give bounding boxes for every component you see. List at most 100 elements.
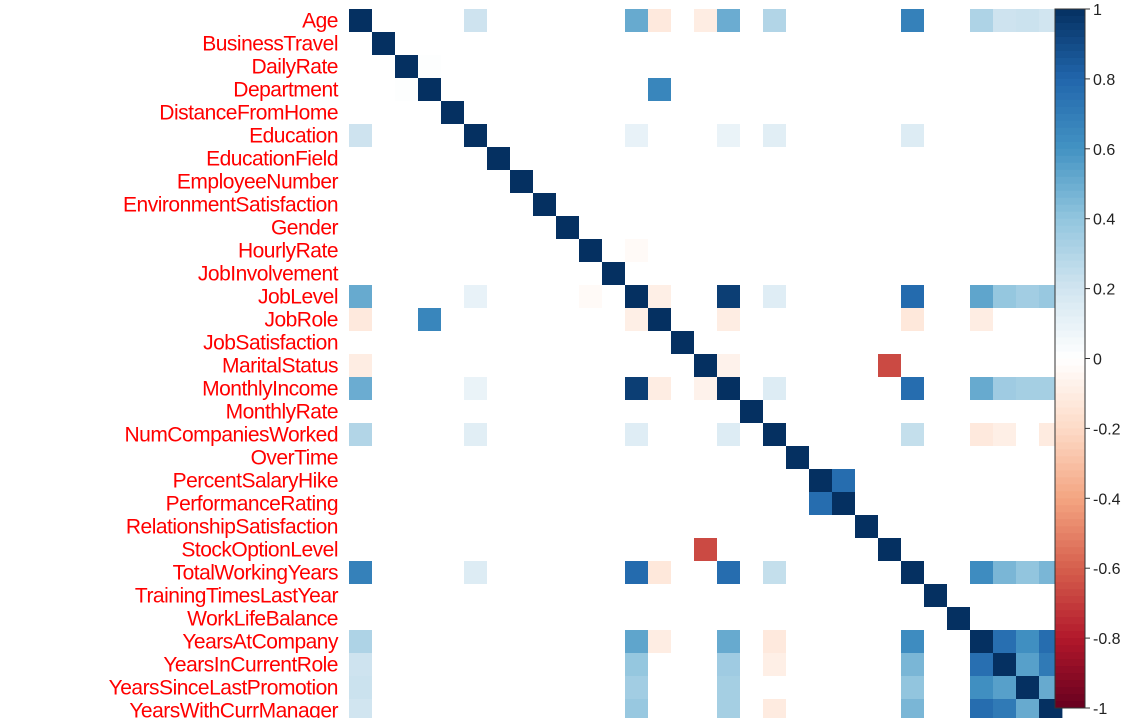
heatmap-cell xyxy=(878,446,902,470)
heatmap-cell xyxy=(786,285,810,309)
row-label: TotalWorkingYears xyxy=(173,562,338,585)
heatmap-cell xyxy=(786,331,810,355)
heatmap-cell xyxy=(832,9,856,33)
heatmap-cell xyxy=(901,308,925,332)
colorbar-segment xyxy=(1055,57,1085,66)
colorbar xyxy=(1054,8,1086,709)
heatmap-cell xyxy=(901,653,925,677)
row-label: YearsInCurrentRole xyxy=(163,654,338,677)
colorbar-segment xyxy=(1055,253,1085,262)
heatmap-cell xyxy=(1016,699,1040,718)
row-label: JobInvolvement xyxy=(198,263,339,286)
heatmap-cell xyxy=(441,331,465,355)
heatmap-cell xyxy=(556,423,580,447)
heatmap-cell xyxy=(809,239,833,263)
heatmap-cell xyxy=(671,699,695,718)
heatmap-cell xyxy=(441,78,465,102)
colorbar-segment xyxy=(1055,190,1085,199)
heatmap-cell xyxy=(625,101,649,125)
colorbar-segment xyxy=(1055,428,1085,436)
heatmap-cell xyxy=(372,308,396,332)
colorbar-tick-label: -0.2 xyxy=(1093,421,1121,438)
heatmap-cell xyxy=(878,285,902,309)
colorbar-segment xyxy=(1055,463,1085,471)
heatmap-cell xyxy=(924,285,948,309)
heatmap-cell xyxy=(993,446,1017,470)
heatmap-cell xyxy=(901,584,925,608)
heatmap-cell xyxy=(786,9,810,33)
heatmap-cell xyxy=(395,492,419,516)
colorbar-segment xyxy=(1055,204,1085,213)
heatmap-cell xyxy=(464,653,488,677)
heatmap-cell xyxy=(533,9,557,33)
heatmap-cell xyxy=(372,538,396,562)
colorbar-segment xyxy=(1055,134,1085,143)
heatmap-cell xyxy=(694,584,718,608)
heatmap-cell xyxy=(533,78,557,102)
heatmap-cell xyxy=(487,492,511,516)
heatmap-cell xyxy=(901,285,925,309)
heatmap-cell xyxy=(625,423,649,447)
heatmap-cell xyxy=(349,216,373,240)
heatmap-cell xyxy=(763,515,787,539)
heatmap-cell xyxy=(602,32,626,56)
heatmap-cell xyxy=(993,331,1017,355)
colorbar-segment xyxy=(1055,666,1085,674)
heatmap-cell xyxy=(947,515,971,539)
heatmap-cell xyxy=(717,630,741,654)
heatmap-cell xyxy=(947,469,971,493)
heatmap-cell xyxy=(671,607,695,631)
heatmap-cell xyxy=(832,630,856,654)
heatmap-cell xyxy=(694,124,718,148)
heatmap-cell xyxy=(717,32,741,56)
heatmap-cell xyxy=(740,331,764,355)
heatmap-cell xyxy=(602,377,626,401)
heatmap-cell xyxy=(464,469,488,493)
heatmap-cell xyxy=(372,492,396,516)
heatmap-cell xyxy=(786,699,810,718)
heatmap-cell xyxy=(579,423,603,447)
heatmap-cell xyxy=(878,607,902,631)
heatmap-cell xyxy=(694,147,718,171)
heatmap-cell xyxy=(349,515,373,539)
heatmap-cell xyxy=(602,630,626,654)
heatmap-cell xyxy=(1016,446,1040,470)
heatmap-cell xyxy=(832,147,856,171)
heatmap-cell xyxy=(395,308,419,332)
heatmap-cell xyxy=(441,515,465,539)
heatmap-cell xyxy=(970,55,994,79)
heatmap-cell xyxy=(441,377,465,401)
heatmap-cell xyxy=(418,32,442,56)
heatmap-cell xyxy=(924,331,948,355)
heatmap-cell xyxy=(372,32,396,56)
heatmap-cell xyxy=(993,515,1017,539)
heatmap-cell xyxy=(418,78,442,102)
heatmap-cell xyxy=(579,285,603,309)
heatmap-cell xyxy=(1016,561,1040,585)
heatmap-cell xyxy=(602,262,626,286)
heatmap-cell xyxy=(464,32,488,56)
heatmap-cell xyxy=(740,239,764,263)
colorbar-tick-label: -0.8 xyxy=(1093,631,1121,648)
colorbar-segment xyxy=(1055,169,1085,178)
heatmap-cell xyxy=(694,538,718,562)
heatmap-cell xyxy=(970,308,994,332)
heatmap-cell xyxy=(579,9,603,33)
heatmap-cell xyxy=(717,607,741,631)
heatmap-cell xyxy=(464,377,488,401)
heatmap-cell xyxy=(510,193,534,217)
colorbar-segment xyxy=(1055,568,1085,576)
heatmap-cell xyxy=(648,630,672,654)
heatmap-cell xyxy=(878,469,902,493)
heatmap-cell xyxy=(717,699,741,718)
colorbar-segment xyxy=(1055,274,1085,283)
heatmap-cell xyxy=(395,446,419,470)
heatmap-cell xyxy=(418,469,442,493)
heatmap-cell xyxy=(1016,55,1040,79)
heatmap-cell xyxy=(786,630,810,654)
heatmap-cell xyxy=(878,193,902,217)
heatmap-cell xyxy=(464,492,488,516)
heatmap-cell xyxy=(832,469,856,493)
heatmap-cell xyxy=(625,308,649,332)
heatmap-cell xyxy=(533,492,557,516)
